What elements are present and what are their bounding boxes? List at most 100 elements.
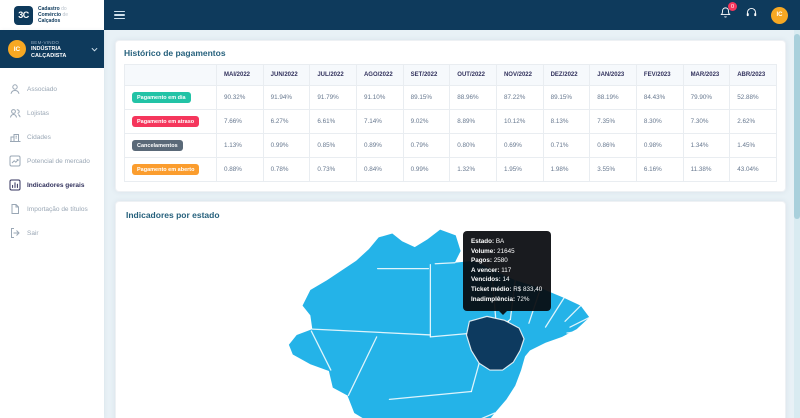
payments-table-row: Pagamento em aberto 0.88% 0.78% 0.73% 0.84% 0… bbox=[124, 157, 777, 182]
payment-value-cell: 91.79% bbox=[309, 85, 357, 110]
tooltip-row: Ticket médio: R$ 833,40 bbox=[471, 285, 543, 293]
menu-toggle-icon[interactable] bbox=[114, 10, 125, 20]
payment-value-cell: 0.85% bbox=[309, 133, 357, 158]
month-column-header: JAN/2023 bbox=[589, 64, 637, 86]
payment-value-cell: 0.99% bbox=[262, 133, 311, 158]
brazil-map bbox=[284, 218, 606, 418]
payment-value-cell: 0.78% bbox=[262, 157, 311, 182]
payment-value-cell: 0.79% bbox=[402, 133, 451, 158]
payment-value-cell: 88.19% bbox=[589, 85, 637, 110]
payments-table: MAI/2022 JUN/2022 JUL/2022 AGO/2022 SET/2022… bbox=[124, 64, 777, 182]
payment-value-cell: 8.13% bbox=[542, 109, 591, 134]
payment-status-badge: Pagamento em atraso bbox=[132, 116, 200, 127]
sidebar-item-indicadores-gerais[interactable]: Indicadores gerais bbox=[0, 173, 104, 197]
trend-icon bbox=[9, 155, 21, 167]
payment-value-cell: 8.30% bbox=[635, 109, 684, 134]
month-column-header: MAI/2022 bbox=[216, 64, 264, 86]
payment-value-cell: 11.38% bbox=[682, 157, 731, 182]
payment-value-cell: 6.16% bbox=[635, 157, 684, 182]
payment-value-cell: 0.73% bbox=[309, 157, 357, 182]
month-column-header: DEZ/2022 bbox=[542, 64, 591, 86]
month-column-header: JUL/2022 bbox=[309, 64, 357, 86]
payment-value-cell: 7.14% bbox=[355, 109, 404, 134]
logo-text-line: Calçados bbox=[38, 18, 61, 24]
notifications-button[interactable]: 0 bbox=[719, 2, 737, 24]
payments-table-row: Cancelamentos 1.13% 0.99% 0.85% 0.89% 0.79% 0.… bbox=[124, 133, 777, 158]
sidebar: IC BEM-VINDO INDÚSTRIA CALÇADISTA Associ… bbox=[0, 30, 104, 418]
sidebar-item-potencial-de-mercado[interactable]: Potencial de mercado bbox=[0, 149, 104, 173]
payment-value-cell: 88.96% bbox=[449, 85, 497, 110]
sidebar-item-cidades[interactable]: Cidades bbox=[0, 125, 104, 149]
header-actions: 0 IC bbox=[719, 2, 800, 24]
payment-status-badge: Pagamento em dia bbox=[132, 92, 191, 103]
payment-value-cell: 1.32% bbox=[449, 157, 497, 182]
sidebar-item-label: Indicadores gerais bbox=[27, 181, 85, 189]
tooltip-row: Inadimplência: 72% bbox=[471, 295, 530, 303]
sidebar-item-lojistas[interactable]: Lojistas bbox=[0, 101, 104, 125]
main-content: Histórico de pagamentos MAI/2022 JUN/2022… bbox=[104, 30, 800, 418]
users-icon bbox=[9, 107, 21, 119]
payment-value-cell: 91.10% bbox=[355, 85, 404, 110]
sidebar-item-associado[interactable]: Associado bbox=[0, 77, 104, 101]
month-column-header: SET/2022 bbox=[402, 64, 451, 86]
scrollbar-thumb[interactable] bbox=[794, 34, 800, 219]
vertical-scrollbar[interactable] bbox=[794, 30, 800, 418]
payment-value-cell: 7.35% bbox=[589, 109, 637, 134]
status-column-header bbox=[124, 64, 217, 86]
map-states-default[interactable] bbox=[288, 229, 590, 418]
month-column-header: JUN/2022 bbox=[262, 64, 311, 86]
payment-value-cell: 52.88% bbox=[729, 85, 777, 110]
welcome-label: BEM-VINDO bbox=[31, 39, 60, 45]
notification-count-badge: 0 bbox=[728, 2, 737, 11]
payment-status-badge: Cancelamentos bbox=[132, 140, 183, 151]
month-column-header: MAR/2023 bbox=[682, 64, 731, 86]
logo-text-line: Cadastro do bbox=[38, 6, 67, 12]
tooltip-row: Estado: BA bbox=[471, 238, 505, 245]
account-texts: BEM-VINDO INDÚSTRIA CALÇADISTA bbox=[31, 39, 86, 60]
payment-value-cell: 0.98% bbox=[635, 133, 684, 158]
state-ba[interactable] bbox=[465, 315, 525, 371]
sidebar-item-label: Sair bbox=[27, 229, 39, 237]
support-button[interactable] bbox=[745, 6, 758, 24]
payment-value-cell: 89.15% bbox=[402, 85, 451, 110]
account-name: INDÚSTRIA CALÇADISTA bbox=[31, 45, 67, 59]
payment-value-cell: 7.30% bbox=[682, 109, 731, 134]
sidebar-item-label: Associado bbox=[27, 85, 57, 93]
payment-value-cell: 3.55% bbox=[589, 157, 637, 182]
logo-text: Cadastro do Comércio de Calçados bbox=[38, 6, 68, 24]
payment-value-cell: 1.34% bbox=[682, 133, 731, 158]
sidebar-item-importa-o-de-t-tulos[interactable]: Importação de títulos bbox=[0, 197, 104, 221]
payments-history-card: Histórico de pagamentos MAI/2022 JUN/2022… bbox=[115, 40, 786, 192]
user-avatar[interactable]: IC bbox=[771, 6, 788, 24]
logo-text-line: Comércio de bbox=[38, 12, 69, 18]
sidebar-item-sair[interactable]: Sair bbox=[0, 221, 104, 245]
payments-history-title: Histórico de pagamentos bbox=[124, 48, 226, 58]
status-cell: Pagamento em aberto bbox=[124, 157, 217, 182]
month-column-header: OUT/2022 bbox=[449, 64, 497, 86]
payment-value-cell: 0.71% bbox=[542, 133, 591, 158]
sidebar-item-label: Potencial de mercado bbox=[27, 157, 90, 165]
payment-status-badge: Pagamento em aberto bbox=[132, 164, 200, 175]
app-logo[interactable]: 3C Cadastro do Comércio de Calçados bbox=[0, 0, 104, 30]
account-switcher[interactable]: IC BEM-VINDO INDÚSTRIA CALÇADISTA bbox=[0, 30, 104, 68]
bar-chart-icon bbox=[9, 179, 21, 191]
sidebar-menu: Associado Lojistas Cidades Potencial de mer… bbox=[0, 68, 104, 245]
sidebar-item-label: Lojistas bbox=[27, 109, 50, 117]
state-indicators-title: Indicadores por estado bbox=[126, 210, 220, 220]
payment-value-cell: 2.62% bbox=[729, 109, 777, 134]
payment-value-cell: 0.84% bbox=[355, 157, 404, 182]
status-cell: Cancelamentos bbox=[124, 133, 217, 158]
payment-value-cell: 7.66% bbox=[216, 109, 264, 134]
payment-value-cell: 84.43% bbox=[635, 85, 684, 110]
brazil-map-svg bbox=[288, 229, 591, 418]
tooltip-row: Volume: 21645 bbox=[471, 247, 515, 255]
logo-mark-icon: 3C bbox=[14, 5, 33, 25]
payment-value-cell: 1.13% bbox=[216, 133, 264, 158]
payment-value-cell: 0.86% bbox=[589, 133, 637, 158]
payments-table-body: Pagamento em dia 90.32% 91.94% 91.79% 91.10%… bbox=[124, 85, 777, 182]
payment-value-cell: 0.88% bbox=[216, 157, 264, 182]
state-tooltip-rows: Estado: BA Volume: 21645 Pagos: 2580 A venc… bbox=[471, 237, 542, 304]
tooltip-row: Pagos: 2580 bbox=[471, 257, 508, 265]
payments-table-row: Pagamento em atraso 7.66% 6.27% 6.61% 7.14% 9… bbox=[124, 109, 777, 134]
